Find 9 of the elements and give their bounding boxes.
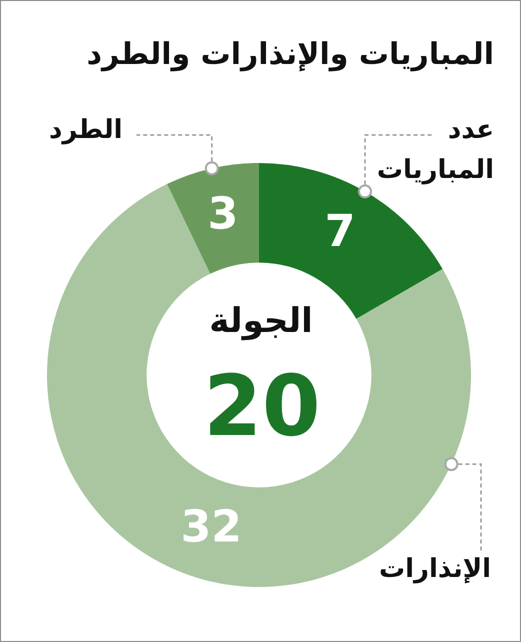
slice-label: الطرد	[49, 114, 123, 145]
data-label: 3	[208, 188, 238, 240]
data-label: 7	[324, 206, 356, 257]
chart-title: المباريات والإنذارات والطرد	[86, 37, 494, 73]
slice-label: عدد المباريات	[376, 114, 494, 185]
data-label: 32	[180, 501, 242, 552]
text: 20	[204, 356, 320, 455]
text: الجولة	[209, 300, 313, 341]
slice-label: الإنذارات	[379, 554, 491, 584]
